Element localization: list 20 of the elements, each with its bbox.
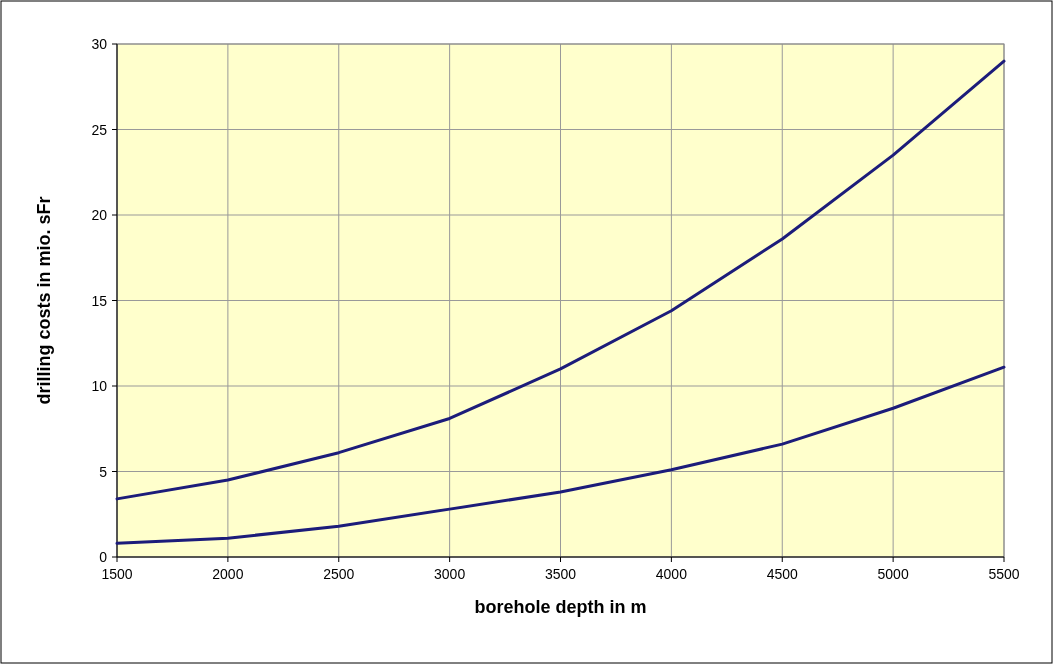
- line-series: [115, 365, 1006, 545]
- y-tick-label: 20: [91, 207, 108, 223]
- x-tick-label: 2000: [212, 566, 244, 582]
- x-tick-label: 4500: [766, 566, 799, 582]
- y-tick-label: 30: [91, 36, 108, 52]
- y-tick-label: 25: [91, 121, 108, 138]
- x-tick-label: 4000: [655, 566, 688, 582]
- y-tick-label: 15: [91, 292, 108, 309]
- x-tick-label: 3000: [434, 566, 466, 582]
- line-series: [115, 59, 1006, 501]
- y-tick-label: 5: [99, 463, 108, 480]
- x-axis-title: borehole depth in m: [474, 597, 647, 617]
- y-axis-title: drilling costs in mio. sFr: [34, 196, 54, 405]
- y-tick-label: 10: [91, 378, 108, 394]
- y-tick-label: 0: [99, 549, 108, 565]
- x-tick-label: 5000: [877, 566, 909, 582]
- x-tick-label: 2500: [323, 566, 355, 582]
- x-tick-label: 3500: [544, 566, 577, 582]
- x-tick-label: 1500: [101, 566, 133, 582]
- x-tick-label: 5500: [988, 566, 1020, 582]
